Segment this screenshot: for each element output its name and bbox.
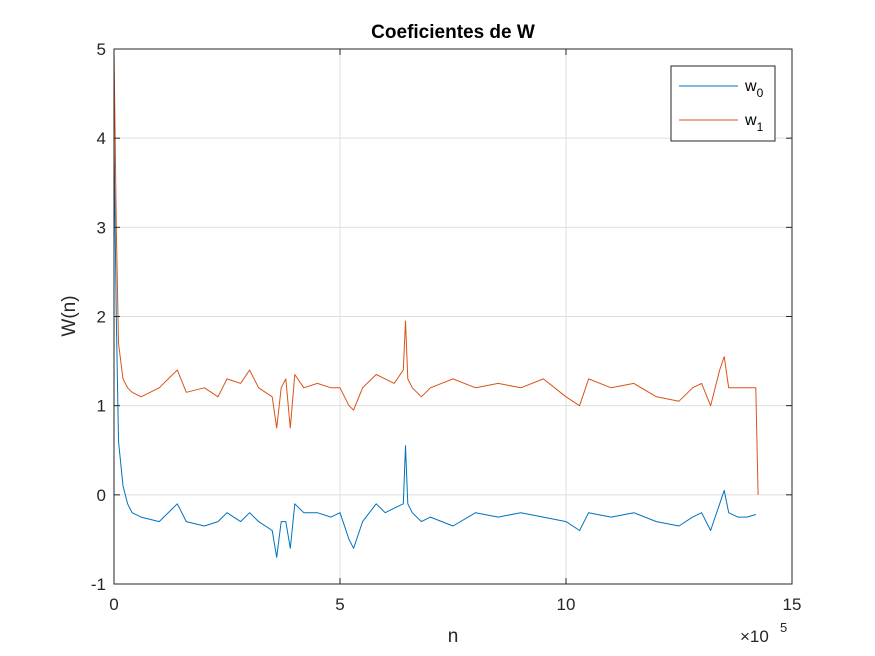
legend-label-w1: w1: [744, 112, 764, 134]
y-tick-label: 0: [97, 486, 106, 505]
series-line-w1: [113, 48, 759, 495]
legend-label-w1-sub: 1: [757, 120, 764, 134]
y-tick-label: 1: [97, 397, 106, 416]
x-tick-label: 10: [557, 595, 576, 614]
y-axis-label: W(n): [59, 295, 80, 336]
y-tick-label: 5: [97, 40, 106, 59]
x-multiplier-base: ×10: [740, 627, 769, 646]
legend-label-w0-base: w: [744, 78, 757, 95]
legend-label-w1-base: w: [744, 112, 757, 129]
legend: w0 w1: [670, 65, 776, 142]
series-layer: [113, 48, 759, 558]
x-multiplier-exponent: 5: [780, 620, 787, 635]
y-tick-label: 4: [97, 129, 106, 148]
x-tick-label: 5: [335, 595, 344, 614]
legend-label-w0-sub: 0: [757, 86, 764, 100]
legend-label-w0: w0: [744, 78, 764, 100]
y-tick-label: -1: [91, 575, 106, 594]
x-tick-label: 15: [783, 595, 802, 614]
chart-title: Coeficientes de W: [371, 22, 535, 43]
y-tick-label: 2: [97, 308, 106, 327]
y-tick-label: 3: [97, 218, 106, 237]
x-tick-label: 0: [109, 595, 118, 614]
x-axis-label: n: [448, 626, 459, 647]
x-multiplier: ×10 5: [740, 620, 787, 646]
series-line-w0: [113, 138, 756, 558]
legend-box: [670, 65, 776, 142]
